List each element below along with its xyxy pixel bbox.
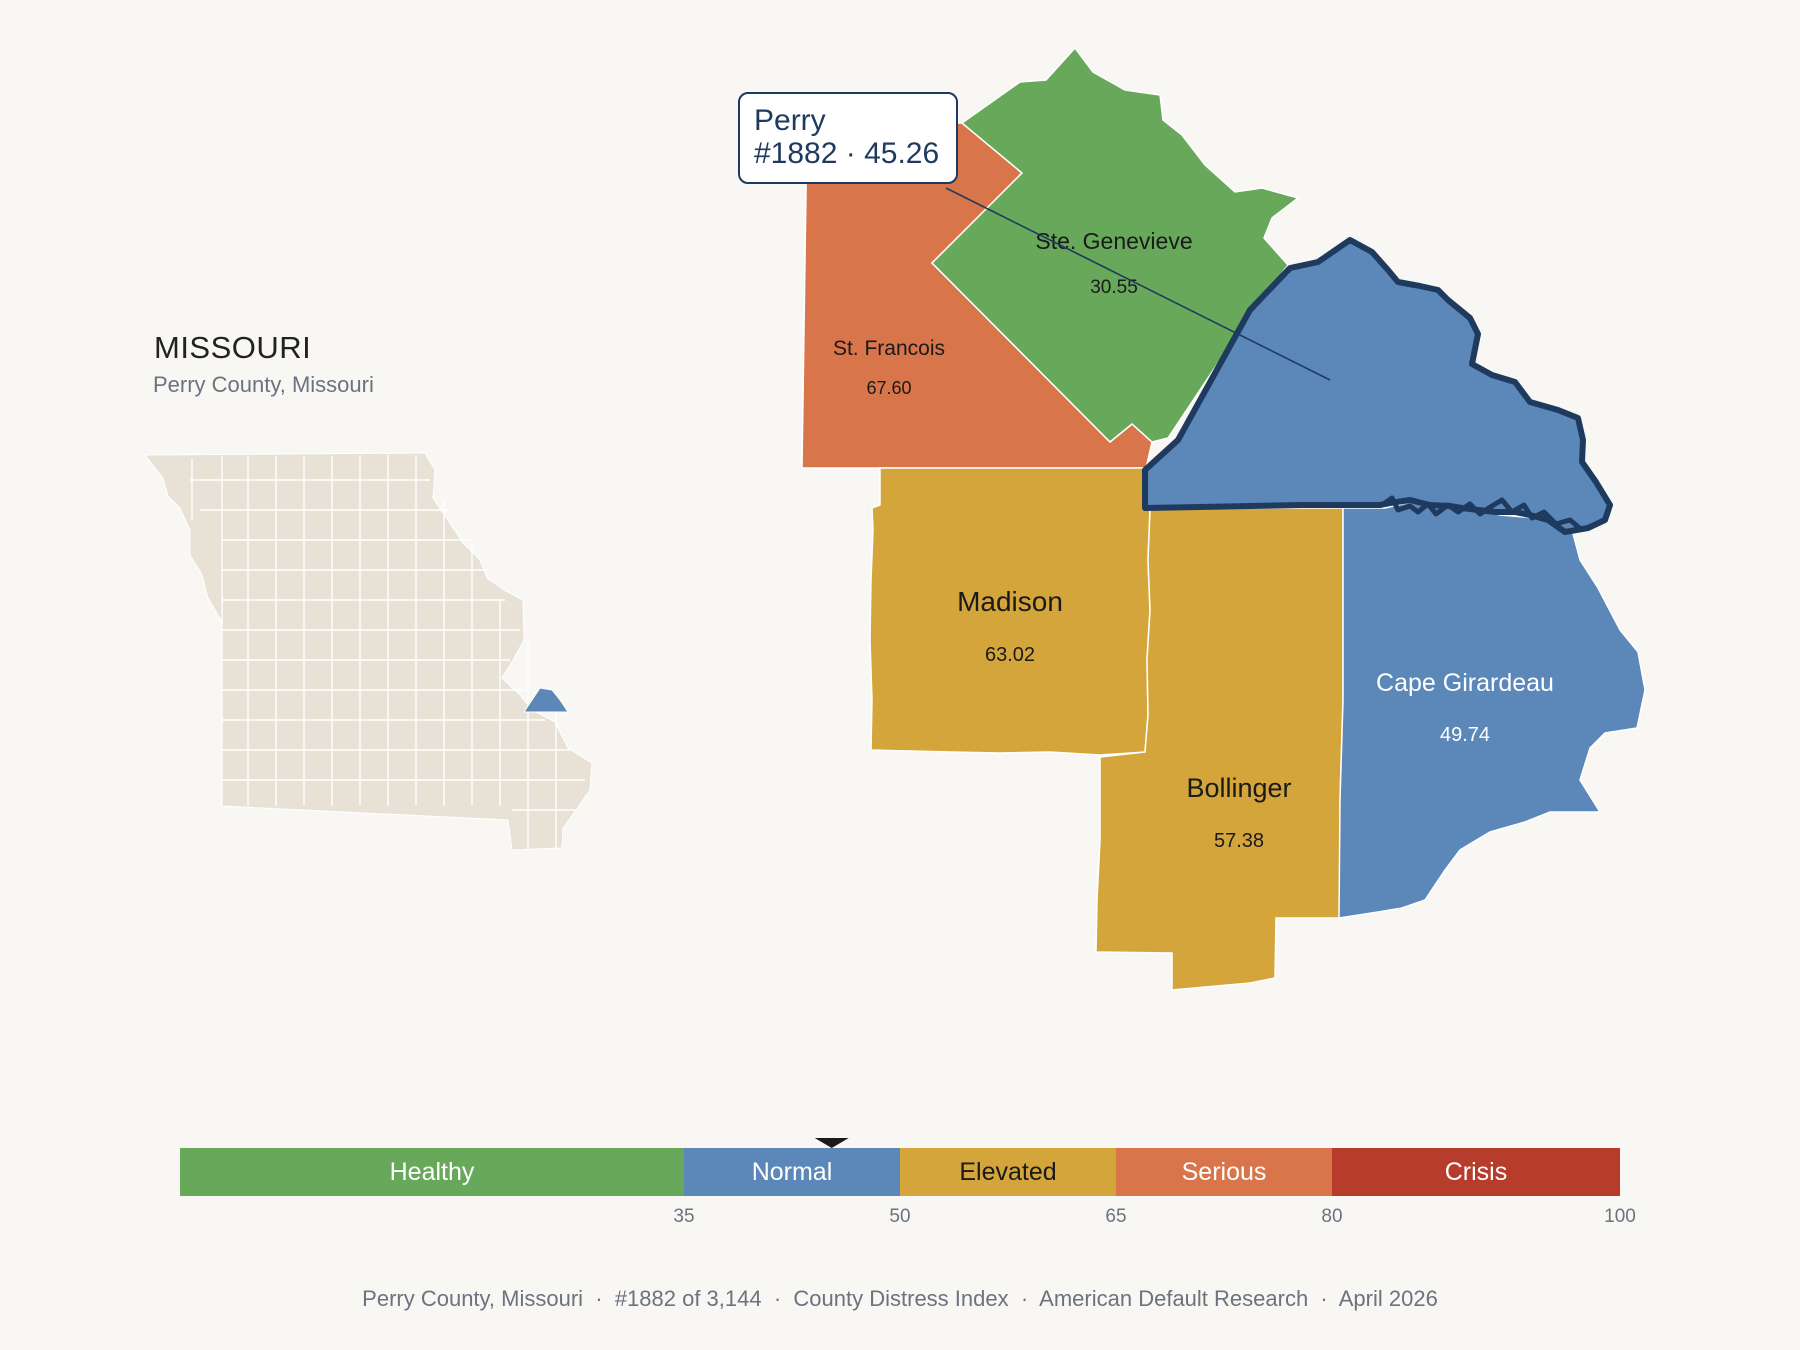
legend-band-label: Normal — [752, 1158, 833, 1186]
legend-band-healthy — [180, 1148, 684, 1196]
selected-county-callout: Perry #1882 · 45.26 — [738, 92, 958, 184]
distress-legend: Healthy Normal Elevated Serious Crisis 35 50 65… — [180, 1138, 1636, 1227]
legend-band-normal — [684, 1148, 900, 1196]
county-label-cape-girardeau: Cape Girardeau — [1376, 669, 1554, 697]
footer-separator: · — [1308, 1286, 1339, 1311]
legend-band-serious — [1116, 1148, 1332, 1196]
county-score-st-francois: 67.60 — [866, 378, 911, 398]
county-ste-genevieve[interactable] — [930, 46, 1300, 444]
county-map — [801, 46, 1646, 991]
footer-separator: · — [583, 1286, 615, 1311]
legend-band-label: Crisis — [1445, 1158, 1508, 1186]
legend-band-label: Healthy — [390, 1158, 475, 1186]
state-title: MISSOURI — [154, 330, 312, 365]
footer-caption: Perry County, Missouri · #1882 of 3,144 … — [0, 1286, 1800, 1312]
county-perry[interactable] — [1142, 237, 1613, 535]
footer-separator: · — [761, 1286, 794, 1311]
missouri-inset-map — [143, 452, 593, 851]
missouri-county-grid — [190, 455, 585, 850]
county-score-cape-girardeau: 49.74 — [1440, 724, 1490, 746]
legend-band-crisis — [1332, 1148, 1620, 1196]
legend-band-label: Elevated — [959, 1158, 1056, 1186]
legend-tick-label: 65 — [1105, 1206, 1126, 1227]
footer-source: American Default Research — [1039, 1286, 1309, 1311]
callout-county-name: Perry — [754, 104, 826, 137]
footer-index-name: County Distress Index — [793, 1286, 1009, 1311]
footer-separator: · — [1008, 1286, 1040, 1311]
footer-location: Perry County, Missouri — [362, 1286, 584, 1311]
state-subtitle: Perry County, Missouri — [153, 372, 374, 397]
footer-rank: #1882 of 3,144 — [614, 1286, 762, 1311]
legend-band-elevated — [900, 1148, 1116, 1196]
county-label-madison: Madison — [957, 586, 1063, 617]
missouri-state-shape — [143, 452, 593, 851]
perry-river-edge — [1380, 495, 1584, 532]
legend-tick-label: 50 — [889, 1206, 910, 1227]
county-cape-girardeau[interactable] — [1338, 499, 1646, 919]
callout-leader-line — [945, 187, 1331, 381]
county-label-st-francois: St. Francois — [833, 337, 945, 360]
county-label-ste-genevieve: Ste. Genevieve — [1035, 228, 1192, 254]
county-label-bollinger: Bollinger — [1186, 773, 1291, 803]
county-labels: St. Francois 67.60 Ste. Genevieve 30.55 Madi… — [833, 228, 1554, 852]
legend-tick-label: 80 — [1321, 1206, 1342, 1227]
perry-county-highlight — [523, 687, 569, 713]
footer-date: April 2026 — [1338, 1286, 1438, 1311]
legend-band-label: Serious — [1182, 1158, 1267, 1186]
legend-marker-icon — [814, 1138, 849, 1148]
county-score-bollinger: 57.38 — [1214, 830, 1264, 852]
callout-rank-score: #1882 · 45.26 — [754, 137, 940, 170]
county-score-ste-genevieve: 30.55 — [1090, 277, 1138, 298]
legend-tick-label: 35 — [673, 1206, 694, 1227]
legend-tick-label: 100 — [1604, 1206, 1636, 1227]
county-score-madison: 63.02 — [985, 644, 1035, 666]
